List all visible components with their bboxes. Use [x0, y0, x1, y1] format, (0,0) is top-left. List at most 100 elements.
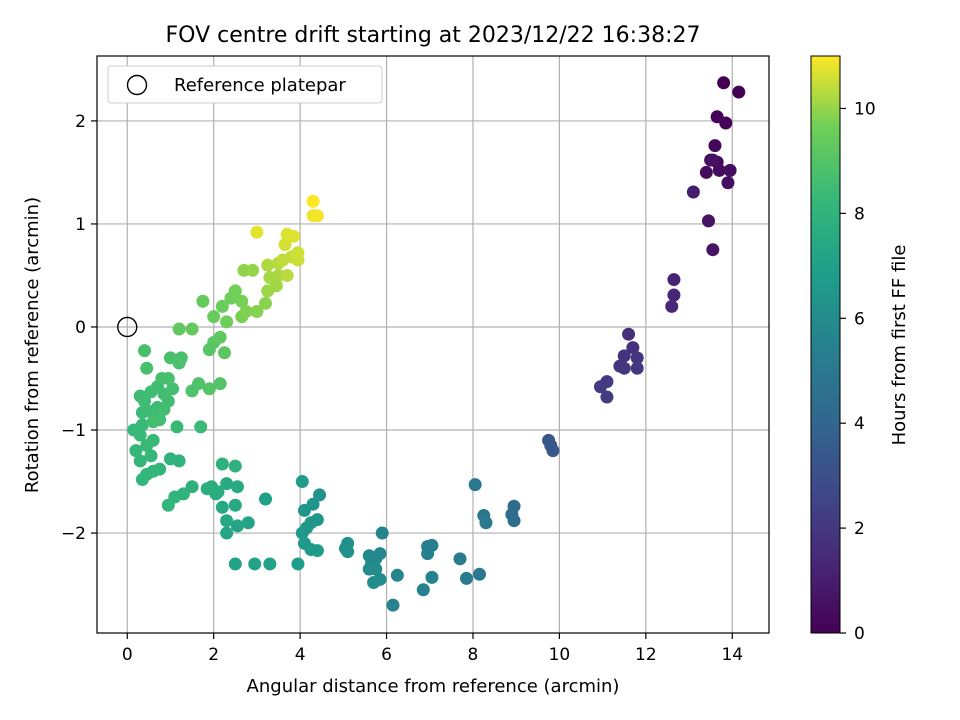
data-point: [261, 258, 275, 272]
data-point: [259, 296, 273, 310]
data-point: [546, 444, 560, 458]
y-axis-ticks: −2 −1 0 1 2: [61, 112, 97, 544]
colorbar-tick-label: 4: [854, 414, 865, 434]
data-point: [593, 380, 607, 394]
data-point: [699, 165, 713, 179]
data-point: [479, 516, 493, 530]
data-point: [220, 477, 234, 491]
data-point: [235, 294, 249, 308]
data-point: [706, 153, 720, 167]
data-point: [667, 288, 681, 302]
data-point: [140, 361, 154, 375]
colorbar-tick-label: 0: [854, 624, 865, 644]
data-point: [133, 454, 147, 468]
x-axis-label: Angular distance from reference (arcmin): [247, 676, 620, 697]
data-point: [220, 315, 234, 329]
x-tick-label: 0: [122, 645, 133, 665]
data-point: [468, 478, 482, 492]
data-point: [507, 514, 521, 528]
legend-label: Reference platepar: [174, 75, 346, 96]
data-point: [280, 268, 294, 282]
data-point: [215, 299, 229, 313]
data-point: [313, 488, 327, 502]
data-point: [263, 557, 277, 571]
data-point: [306, 194, 320, 208]
data-point: [386, 598, 400, 612]
data-point: [291, 246, 305, 260]
data-point: [133, 389, 147, 403]
data-point: [600, 390, 614, 404]
colorbar-tick-label: 10: [854, 99, 876, 119]
x-tick-label: 12: [635, 645, 657, 665]
y-tick-label: −2: [61, 524, 86, 544]
data-point: [686, 185, 700, 199]
data-point: [246, 263, 260, 277]
data-point: [140, 438, 154, 452]
y-tick-label: 0: [75, 318, 86, 338]
data-point: [259, 492, 273, 506]
data-point: [626, 341, 640, 355]
data-point: [459, 571, 473, 585]
data-point: [250, 225, 264, 239]
data-point: [138, 344, 152, 358]
data-point: [215, 457, 229, 471]
x-tick-label: 2: [208, 645, 219, 665]
x-tick-label: 8: [468, 645, 479, 665]
data-point: [295, 526, 309, 540]
data-point: [185, 322, 199, 336]
data-point: [207, 310, 221, 324]
data-point: [712, 163, 726, 177]
x-axis-ticks: 0 2 4 6 8 10 12 14: [122, 633, 743, 665]
data-point: [213, 330, 227, 344]
data-point: [220, 514, 234, 528]
data-point: [228, 557, 242, 571]
data-point: [723, 163, 737, 177]
colorbar-label: Hours from first FF file: [889, 245, 910, 446]
y-tick-label: −1: [61, 421, 86, 441]
colorbar-tick-label: 6: [854, 309, 865, 329]
data-point: [706, 243, 720, 257]
y-axis-label: Rotation from reference (arcmin): [22, 197, 43, 493]
legend-box: [107, 65, 383, 104]
data-point: [185, 480, 199, 494]
data-point: [196, 294, 210, 308]
data-point: [228, 459, 242, 473]
data-point: [135, 418, 149, 432]
colorbar: 0 2 4 6 8 10 Hours from first FF file: [810, 55, 910, 644]
data-point: [213, 377, 227, 391]
data-point: [194, 420, 208, 434]
y-tick-label: 2: [75, 112, 86, 132]
colorbar-tick-label: 8: [854, 204, 865, 224]
data-point: [228, 498, 242, 512]
data-point: [291, 557, 305, 571]
data-point: [622, 327, 636, 341]
colorbar-tick-label: 2: [854, 519, 865, 539]
data-point: [390, 568, 404, 582]
data-point: [665, 299, 679, 313]
data-point: [172, 356, 186, 370]
data-point: [239, 305, 253, 319]
data-point: [367, 576, 381, 590]
data-point: [129, 444, 143, 458]
data-point: [708, 139, 722, 153]
data-point: [144, 449, 158, 463]
colorbar-gradient: [810, 55, 841, 634]
data-point: [220, 526, 234, 540]
data-point: [170, 420, 184, 434]
data-point: [172, 322, 186, 336]
data-point: [228, 284, 242, 298]
data-point: [295, 475, 309, 489]
data-point: [369, 562, 383, 576]
data-point: [630, 351, 644, 365]
x-tick-label: 4: [295, 645, 306, 665]
data-point: [146, 415, 160, 429]
data-point: [161, 498, 175, 512]
legend: Reference platepar: [107, 65, 383, 104]
data-point: [701, 214, 715, 228]
data-point: [617, 349, 631, 363]
data-points: [127, 76, 746, 612]
data-point: [217, 346, 231, 360]
data-point: [248, 557, 262, 571]
data-point: [157, 402, 171, 416]
data-point: [133, 428, 147, 442]
